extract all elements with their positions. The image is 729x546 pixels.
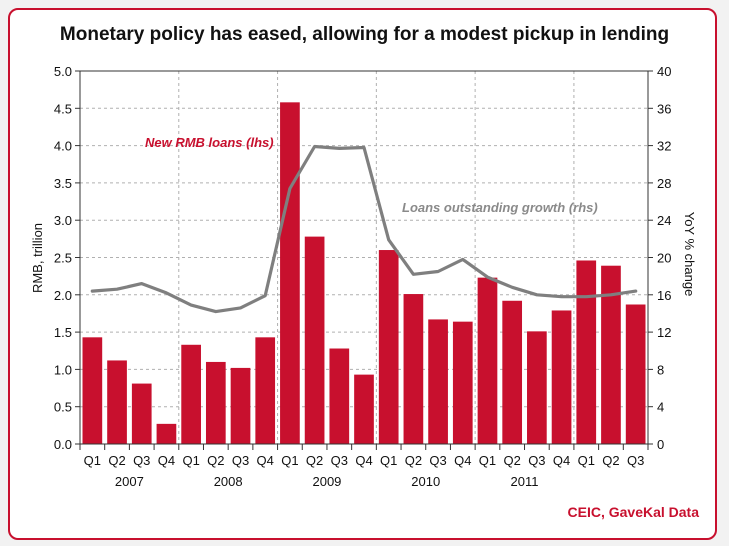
axes [75, 70, 653, 450]
y-tick-label-right: 36 [657, 101, 671, 116]
y-tick-label-right: 28 [657, 176, 671, 191]
y-tick-label-right: 0 [657, 437, 664, 452]
series-label-loans: New RMB loans (lhs) [145, 135, 274, 150]
y-tick-label-left: 0.5 [54, 400, 72, 415]
x-tick-label: Q1 [578, 453, 595, 468]
line-loans-outstanding-growth [90, 144, 638, 314]
y-axis-label-left: RMB, trillion [30, 223, 45, 293]
y-tick-label-right: 20 [657, 251, 671, 266]
x-tick-label: Q2 [602, 453, 619, 468]
bar-new-rmb-loans [403, 294, 424, 444]
x-tick-label: Q2 [405, 453, 422, 468]
bar-new-rmb-loans [205, 361, 226, 444]
x-tick-label: Q3 [232, 453, 249, 468]
x-tick-label: Q3 [133, 453, 150, 468]
y-tick-label-right: 4 [657, 400, 664, 415]
bar-new-rmb-loans [428, 319, 448, 444]
tick-labels: 0.0 0.5 1.0 1.5 2.0 2.5 3.0 3.5 4.0 4.5 5.0 0 4 8 12 16… [54, 64, 672, 489]
x-tick-label: Q3 [627, 453, 644, 468]
y-tick-label-right: 16 [657, 288, 671, 303]
bar-new-rmb-loans [280, 102, 300, 444]
y-tick-label-left: 3.5 [54, 176, 72, 191]
x-year-label: 2010 [411, 474, 440, 489]
bar-new-rmb-loans [107, 360, 127, 444]
bars [82, 102, 646, 444]
bar-new-rmb-loans [551, 310, 572, 444]
y-tick-label-left: 3.0 [54, 213, 72, 228]
x-tick-label: Q1 [380, 453, 397, 468]
bar-new-rmb-loans [477, 277, 498, 444]
y-tick-label-left: 5.0 [54, 64, 72, 79]
y-axis-label-right: YoY % change [682, 212, 697, 297]
x-tick-label: Q1 [479, 453, 496, 468]
x-tick-label: Q3 [331, 453, 348, 468]
x-year-label: 2008 [214, 474, 243, 489]
x-tick-label: Q4 [257, 453, 274, 468]
bar-new-rmb-loans [230, 367, 251, 444]
bar-new-rmb-loans [378, 250, 399, 444]
bar-new-rmb-loans [452, 321, 473, 444]
y-tick-label-left: 1.5 [54, 325, 72, 340]
y-tick-label-right: 32 [657, 139, 671, 154]
y-tick-label-left: 1.0 [54, 362, 72, 377]
y-tick-label-left: 0.0 [54, 437, 72, 452]
x-year-label: 2011 [511, 474, 539, 489]
bar-new-rmb-loans [82, 337, 103, 444]
bar-new-rmb-loans [304, 236, 325, 444]
x-tick-label: Q4 [553, 453, 570, 468]
x-year-label: 2009 [312, 474, 341, 489]
source-label: CEIC, GaveKal Data [567, 504, 700, 520]
bar-new-rmb-loans [354, 374, 374, 444]
bar-new-rmb-loans [576, 260, 597, 444]
bar-new-rmb-loans [502, 300, 523, 444]
x-tick-label: Q1 [281, 453, 298, 468]
y-tick-label-right: 24 [657, 213, 671, 228]
x-tick-label: Q4 [158, 453, 175, 468]
x-tick-label: Q4 [355, 453, 372, 468]
x-tick-label: Q2 [306, 453, 323, 468]
x-tick-label: Q1 [84, 453, 101, 468]
bar-new-rmb-loans [131, 383, 152, 444]
y-tick-label-right: 40 [657, 64, 671, 79]
y-tick-label-left: 2.0 [54, 288, 72, 303]
y-tick-label-left: 4.0 [54, 139, 72, 154]
y-tick-label-left: 4.5 [54, 101, 72, 116]
bar-new-rmb-loans [156, 423, 177, 444]
bar-new-rmb-loans [255, 337, 276, 444]
series-label-growth: Loans outstanding growth (rhs) [402, 200, 598, 215]
x-tick-label: Q2 [207, 453, 224, 468]
x-tick-label: Q2 [504, 453, 521, 468]
bar-new-rmb-loans [527, 331, 547, 444]
x-tick-label: Q3 [528, 453, 545, 468]
chart-frame [8, 8, 717, 540]
y-tick-label-right: 12 [657, 325, 671, 340]
bar-new-rmb-loans [625, 304, 646, 444]
bar-new-rmb-loans [329, 348, 350, 444]
x-year-label: 2007 [115, 474, 144, 489]
x-tick-label: Q2 [108, 453, 125, 468]
line-series [90, 144, 638, 314]
y-tick-label-left: 2.5 [54, 251, 72, 266]
x-tick-label: Q4 [454, 453, 471, 468]
plot-border [79, 70, 649, 445]
x-tick-label: Q3 [429, 453, 446, 468]
y-tick-label-right: 8 [657, 362, 664, 377]
bar-new-rmb-loans [181, 344, 201, 444]
chart-title: Monetary policy has eased, allowing for … [59, 24, 670, 45]
bar-new-rmb-loans [601, 265, 621, 444]
x-tick-label: Q1 [182, 453, 199, 468]
